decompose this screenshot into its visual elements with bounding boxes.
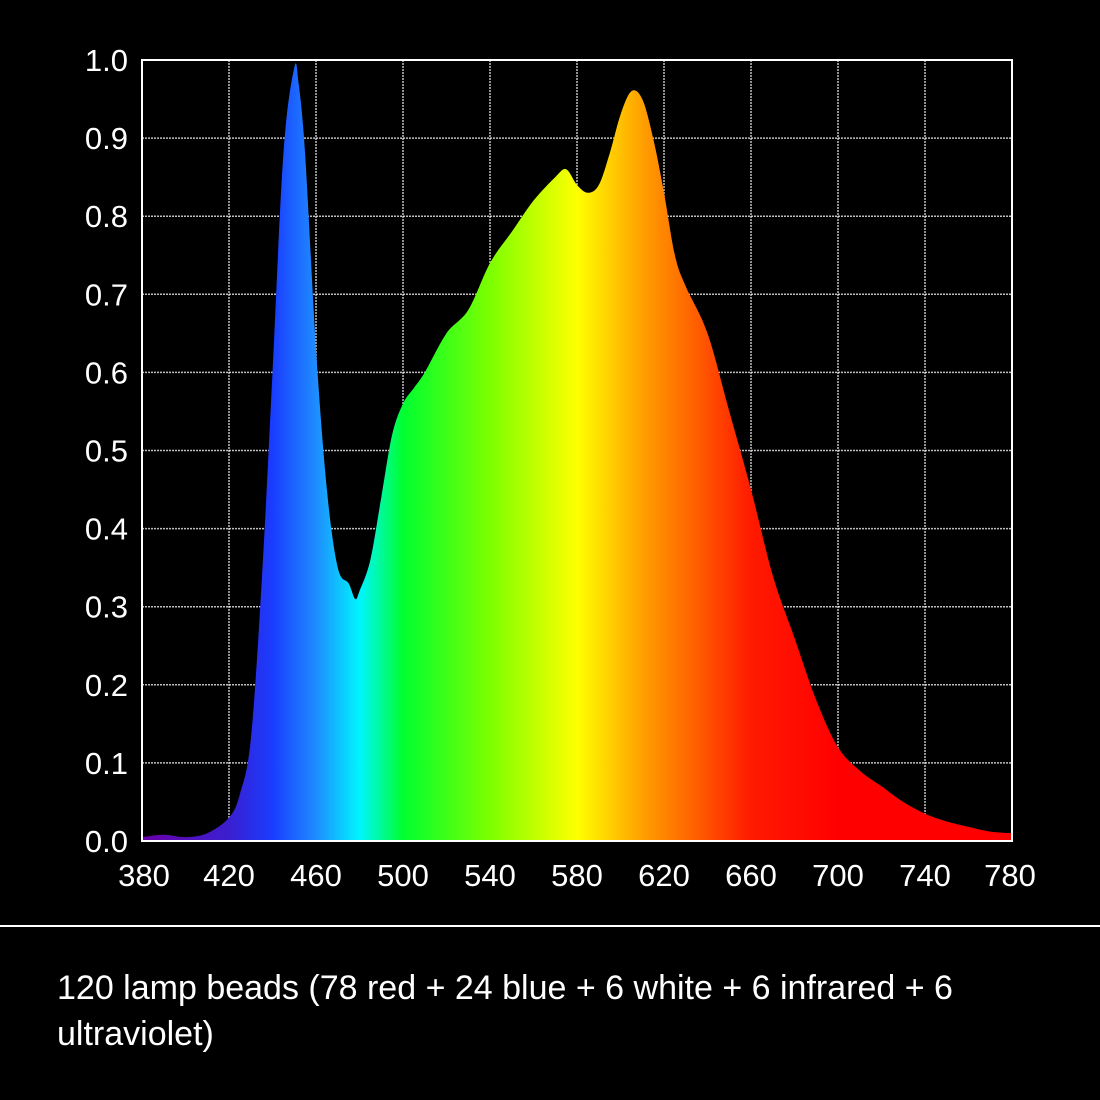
section-divider: [0, 925, 1100, 927]
x-tick-label: 580: [551, 858, 603, 893]
y-tick-label: 0.4: [85, 512, 128, 547]
y-tick-label: 0.0: [85, 824, 128, 859]
product-caption: 120 lamp beads (78 red + 24 blue + 6 whi…: [57, 969, 953, 1053]
x-tick-label: 660: [725, 858, 777, 893]
y-tick-label: 0.2: [85, 668, 128, 703]
spectrum-chart: 0.0 0.1 0.2 0.3 0.4 0.5 0.6 0.7 0.8 0.9 1.0 380 420…: [85, 43, 1036, 893]
y-tick-label: 1.0: [85, 43, 128, 78]
plot-frame: [141, 59, 1013, 842]
y-tick-label: 0.3: [85, 590, 128, 625]
y-tick-label: 0.6: [85, 355, 128, 390]
x-tick-label: 500: [377, 858, 429, 893]
x-tick-label: 460: [290, 858, 342, 893]
x-tick-label: 780: [984, 858, 1036, 893]
y-tick-label: 0.7: [85, 277, 128, 312]
x-axis-tick-labels: 380 420 460 500 540 580 620 660 700 740 780: [118, 858, 1036, 893]
x-tick-label: 540: [464, 858, 516, 893]
x-tick-label: 420: [203, 858, 255, 893]
x-tick-label: 620: [638, 858, 690, 893]
x-tick-label: 700: [812, 858, 864, 893]
spectrum-series: [142, 63, 1012, 841]
y-tick-label: 0.1: [85, 746, 128, 781]
y-tick-label: 0.5: [85, 434, 128, 469]
y-axis-tick-labels: 0.0 0.1 0.2 0.3 0.4 0.5 0.6 0.7 0.8 0.9 1.0: [85, 43, 128, 859]
x-tick-label: 740: [899, 858, 951, 893]
x-tick-label: 380: [118, 858, 170, 893]
y-tick-label: 0.8: [85, 199, 128, 234]
y-tick-label: 0.9: [85, 121, 128, 156]
spectrum-area: [142, 63, 1012, 841]
plot-area: [141, 59, 1013, 842]
